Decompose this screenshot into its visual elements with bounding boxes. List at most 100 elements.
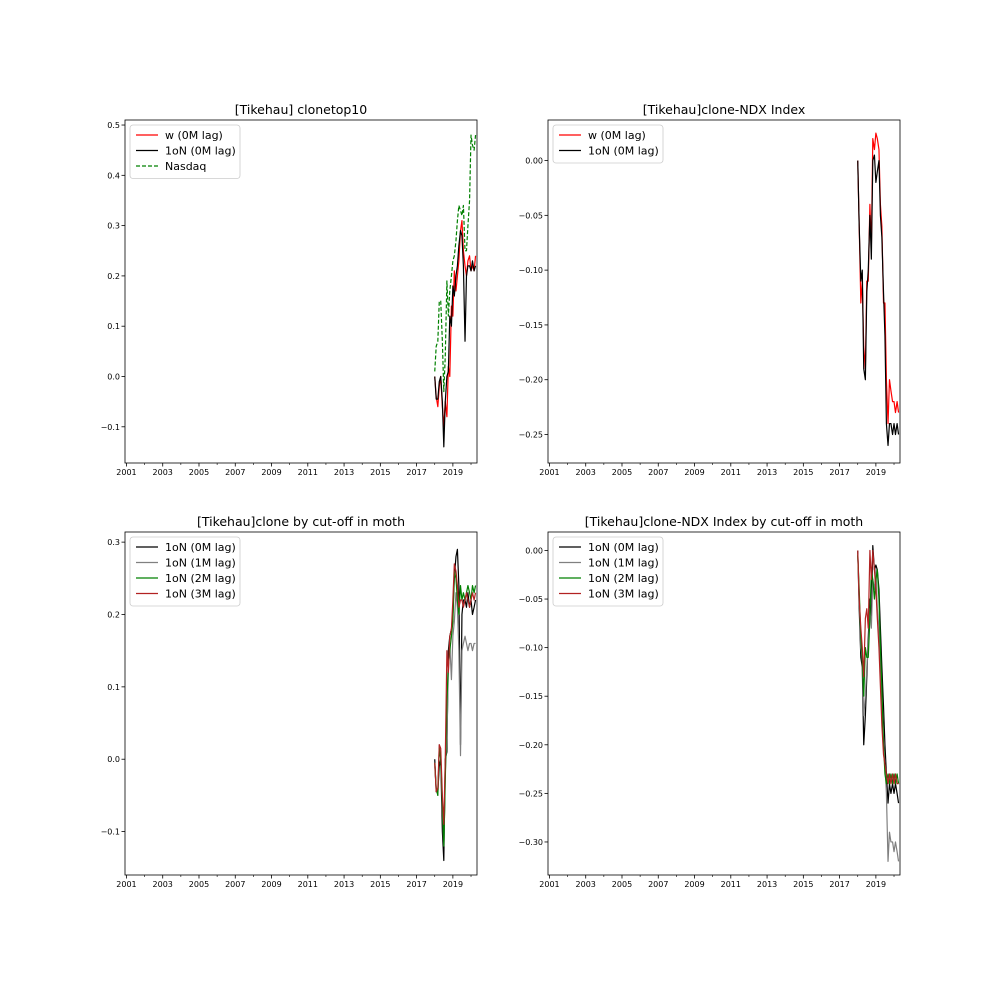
y-tick-label: 0.4	[107, 171, 120, 180]
series-group	[434, 134, 477, 448]
x-tick-label: 2017	[406, 468, 426, 477]
y-tick-label: 0.1	[107, 322, 120, 331]
axes-frame	[124, 119, 478, 464]
x-tick-label: 2019	[866, 468, 886, 477]
x-tick-label: 2001	[116, 468, 136, 477]
x-tick-label: 2013	[757, 880, 777, 889]
legend: 1oN (0M lag) 1oN (1M lag) 1oN (2M lag) 1oN …	[129, 536, 241, 607]
x-tick-label: 2011	[298, 468, 318, 477]
chart-title: [Tikehau]clone-NDX Index by cut-off in m…	[585, 514, 863, 529]
x-tick-label: 2019	[443, 468, 463, 477]
legend-label: 1oN (0M lag)	[165, 541, 236, 554]
y-tick-label: 0.0	[107, 755, 120, 764]
subplot-3: [Tikehau]clone by cut-off in moth 2001 200…	[101, 514, 478, 889]
legend-label: 1oN (0M lag)	[588, 541, 659, 554]
x-tick-label: 2005	[189, 468, 209, 477]
chart-title: [Tikehau]clone by cut-off in moth	[197, 514, 405, 529]
legend-label: 1oN (2M lag)	[588, 572, 659, 585]
y-tick-label: 0.1	[107, 683, 120, 692]
y-tick-label: 0.00	[525, 546, 543, 555]
y-tick-label: −0.20	[518, 741, 543, 750]
series-line	[434, 592, 476, 847]
series-line	[857, 132, 900, 425]
y-tick-label: 0.3	[107, 222, 120, 231]
series-line	[434, 548, 477, 862]
x-tick-label: 2015	[793, 468, 813, 477]
legend-label: 1oN (3M lag)	[588, 588, 659, 601]
y-tick-label: −0.15	[518, 321, 543, 330]
series-group	[857, 132, 900, 447]
y-tick-label: −0.1	[101, 423, 120, 432]
x-tick-label: 2003	[576, 468, 596, 477]
legend: w (0M lag) 1oN (0M lag)	[552, 124, 664, 164]
series-line	[857, 555, 900, 863]
y-tick-label: −0.05	[518, 211, 543, 220]
legend-label: 1oN (1M lag)	[588, 557, 659, 570]
x-tick-label: 2005	[189, 880, 209, 889]
x-tick-label: 2005	[612, 880, 632, 889]
series-line	[857, 549, 899, 785]
legend-label: Nasdaq	[165, 160, 206, 173]
legend-label: 1oN (0M lag)	[165, 145, 236, 158]
x-tick-label: 2015	[370, 468, 390, 477]
legend-label: w (0M lag)	[588, 129, 646, 142]
legend-frame	[129, 536, 241, 607]
y-tick-label: 0.0	[107, 372, 120, 381]
x-tick-label: 2009	[261, 880, 281, 889]
x-tick-label: 2015	[370, 880, 390, 889]
x-tick-label: 2013	[334, 880, 354, 889]
y-tick-label: −0.05	[518, 595, 543, 604]
y-tick-label: −0.1	[101, 828, 120, 837]
series-group	[434, 548, 477, 862]
x-tick-label: 2007	[648, 880, 668, 889]
x-tick-label: 2001	[539, 468, 559, 477]
x-tick-label: 2009	[684, 880, 704, 889]
y-tick-label: 0.2	[107, 610, 120, 619]
y-tick-label: −0.30	[518, 838, 543, 847]
x-tick-label: 2009	[261, 468, 281, 477]
series-line	[434, 230, 477, 448]
axes-frame	[547, 119, 901, 464]
x-tick-label: 2007	[225, 880, 245, 889]
legend-frame	[129, 124, 241, 179]
legend-label: 1oN (3M lag)	[165, 588, 236, 601]
legend-frame	[552, 536, 664, 607]
x-tick-label: 2013	[334, 468, 354, 477]
legend-label: 1oN (2M lag)	[165, 572, 236, 585]
axes-frame	[124, 531, 478, 876]
chart-title: [Tikehau] clonetop10	[235, 102, 367, 117]
x-tick-label: 2011	[298, 880, 318, 889]
x-tick-label: 2011	[721, 880, 741, 889]
series-line	[434, 134, 477, 393]
legend-label: w (0M lag)	[165, 129, 223, 142]
x-tick-label: 2019	[443, 880, 463, 889]
y-tick-label: 0.2	[107, 272, 120, 281]
x-tick-label: 2017	[406, 880, 426, 889]
x-tick-label: 2007	[225, 468, 245, 477]
legend: 1oN (0M lag) 1oN (1M lag) 1oN (2M lag) 1oN …	[552, 536, 664, 607]
y-tick-label: 0.5	[107, 121, 120, 130]
subplot-1: [Tikehau] clonetop10 2001 2003 2005 2007 2009…	[101, 102, 478, 477]
x-tick-label: 2013	[757, 468, 777, 477]
y-tick-label: −0.25	[518, 431, 543, 440]
x-tick-label: 2003	[576, 880, 596, 889]
y-tick-label: −0.10	[518, 644, 543, 653]
y-tick-label: −0.25	[518, 789, 543, 798]
x-tick-label: 2003	[153, 468, 173, 477]
x-tick-label: 2011	[721, 468, 741, 477]
y-tick-label: −0.15	[518, 692, 543, 701]
x-tick-label: 2005	[612, 468, 632, 477]
y-tick-label: −0.20	[518, 376, 543, 385]
x-tick-label: 2019	[866, 880, 886, 889]
axes-frame	[547, 531, 901, 876]
legend: w (0M lag) 1oN (0M lag) Nasdaq	[129, 124, 241, 179]
x-tick-label: 2017	[829, 880, 849, 889]
y-tick-label: −0.10	[518, 266, 543, 275]
x-tick-label: 2003	[153, 880, 173, 889]
legend-label: 1oN (1M lag)	[165, 557, 236, 570]
series-line	[434, 563, 477, 825]
subplot-2: [Tikehau]clone-NDX Index 2001 2003 2005 2007…	[518, 102, 901, 477]
series-group	[857, 544, 900, 863]
